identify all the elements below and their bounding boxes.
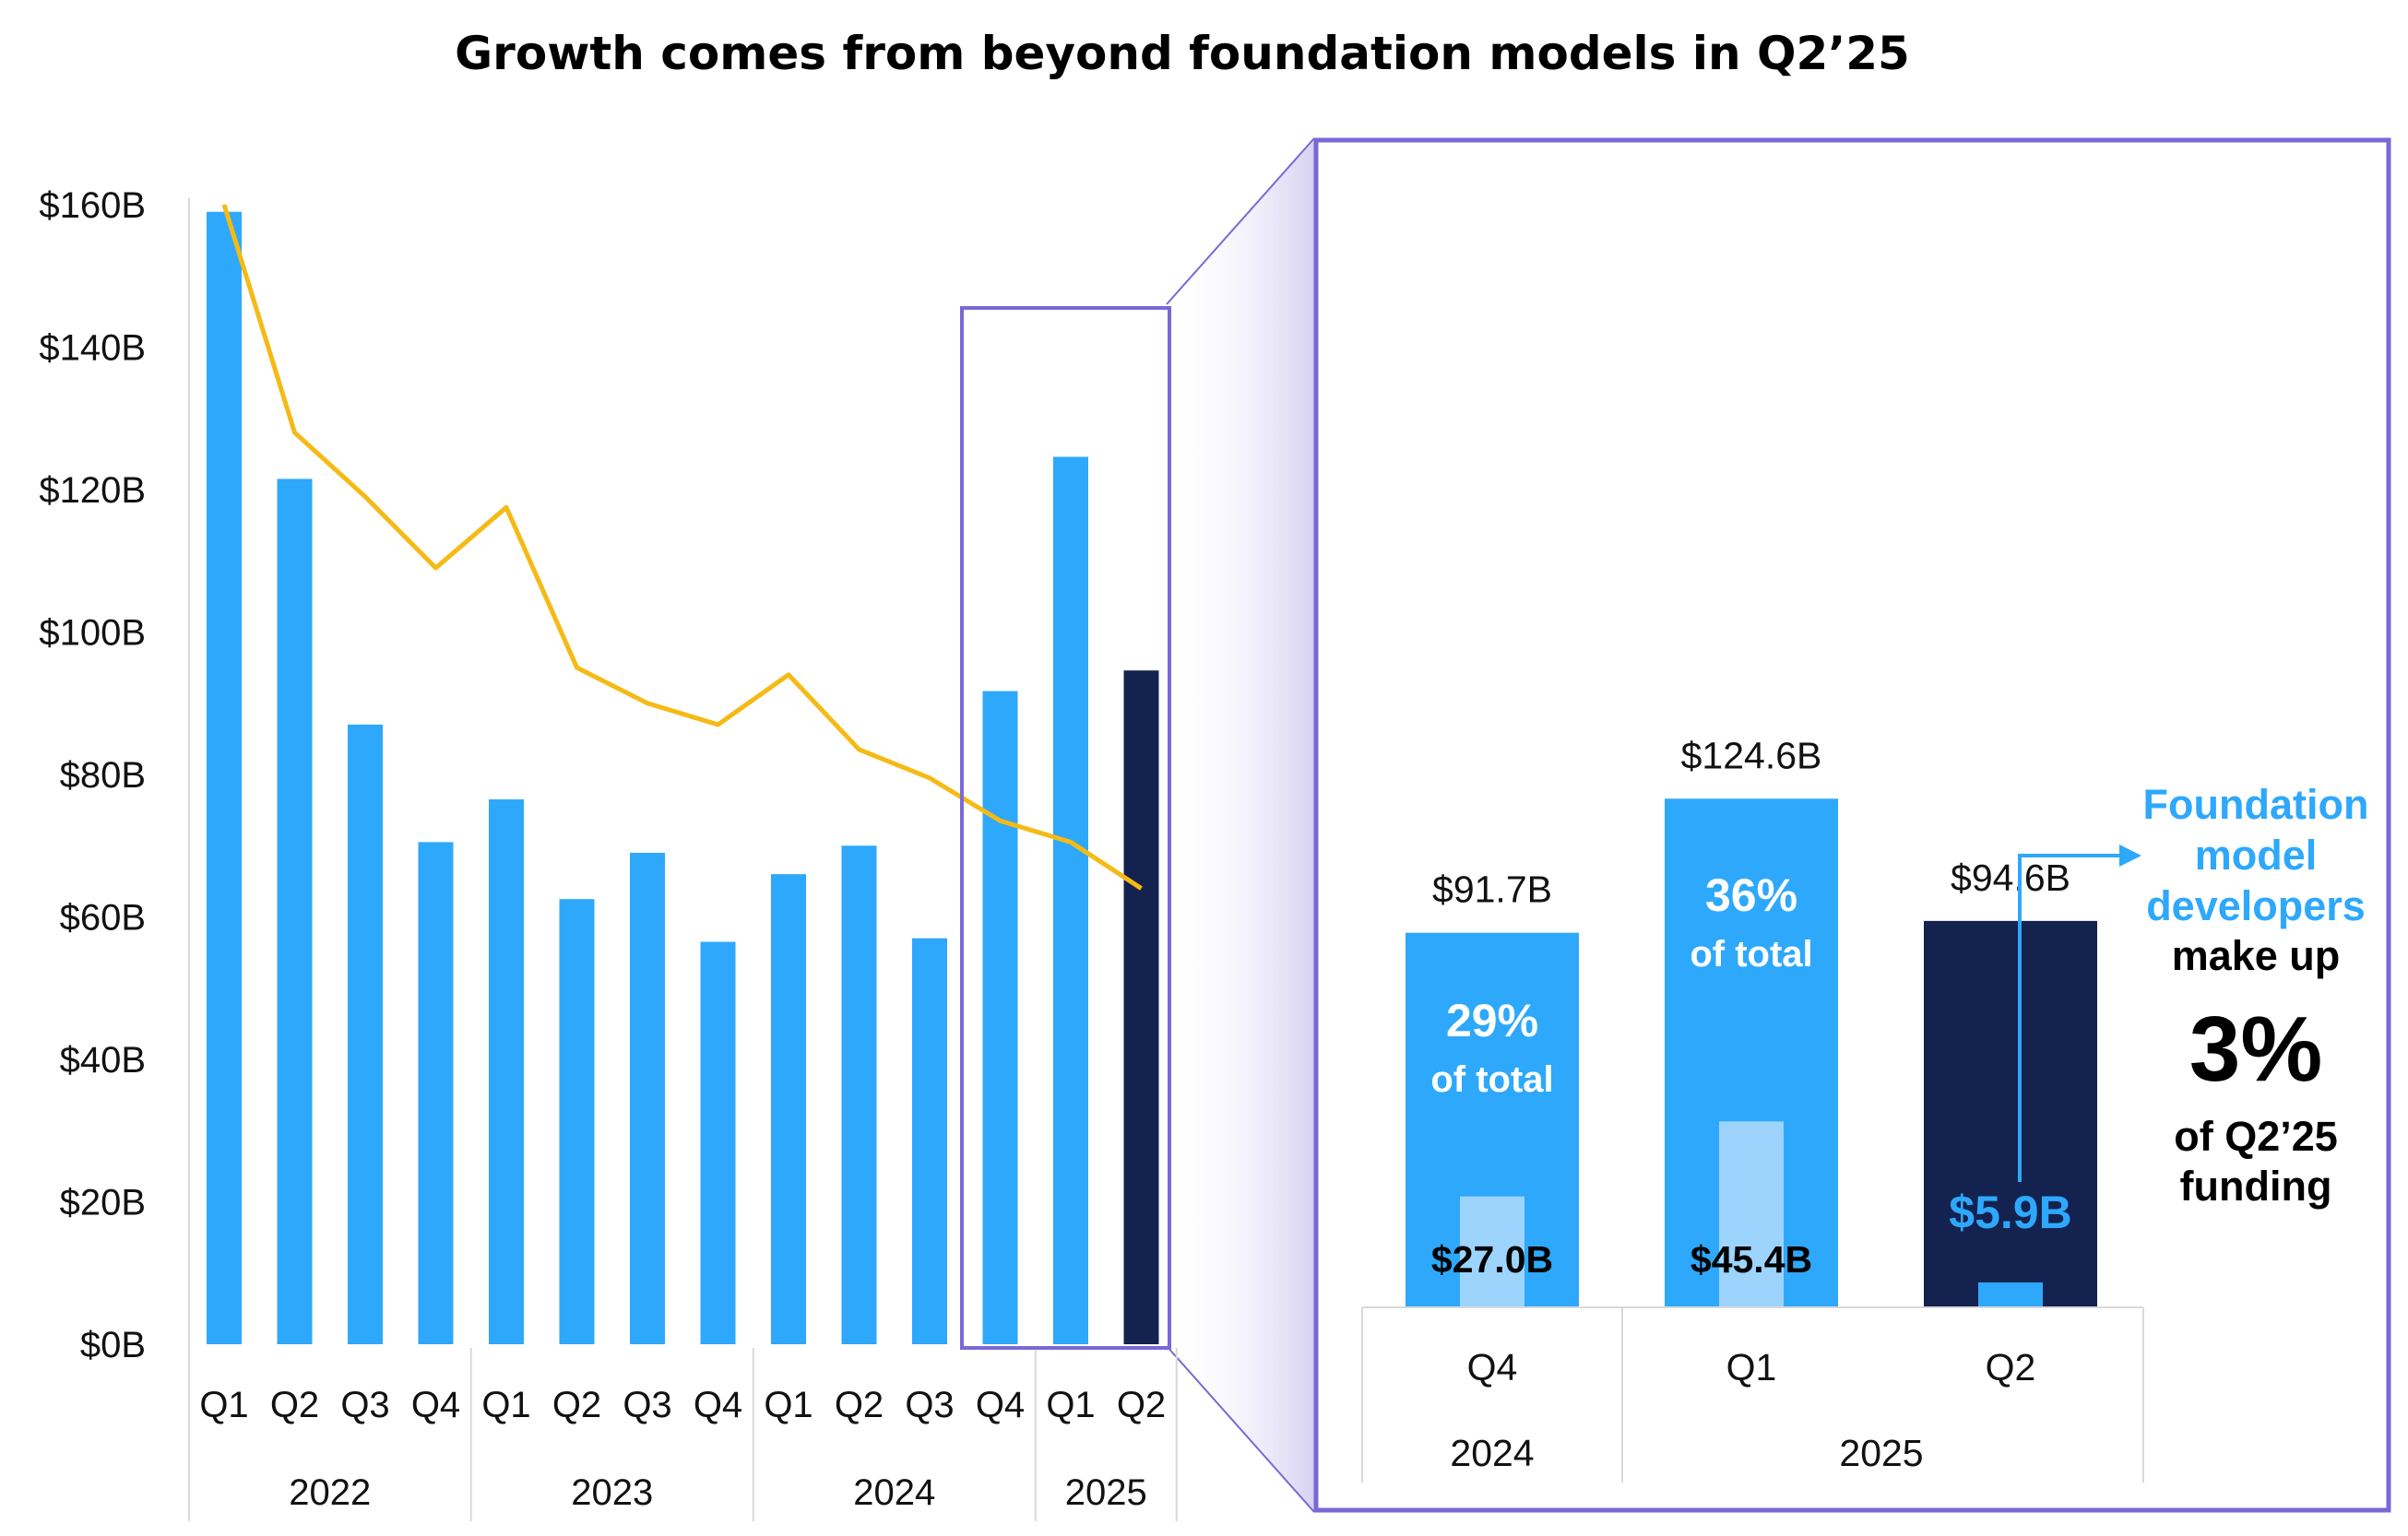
y-tick-label: $40B <box>60 1040 146 1081</box>
annotation-arrow-line <box>2018 854 2121 1182</box>
x-tick-label: Q2 <box>1986 1346 2036 1388</box>
x-tick-label: Q4 <box>694 1385 742 1425</box>
sub-bar <box>1978 1282 2043 1306</box>
year-label: 2024 <box>1450 1432 1534 1474</box>
x-tick-label: Q2 <box>835 1385 884 1425</box>
bar <box>207 211 242 1345</box>
total-label: $124.6B <box>1681 734 1822 776</box>
annotation-text: funding <box>2180 1163 2332 1210</box>
bar <box>700 941 736 1344</box>
chart-title: Growth comes from beyond foundation mode… <box>455 27 1910 80</box>
total-label: $91.7B <box>1432 868 1552 911</box>
y-tick-label: $140B <box>39 328 146 369</box>
bar <box>348 724 383 1344</box>
sub-label: $27.0B <box>1431 1238 1553 1281</box>
annotation-text: make up <box>2172 932 2341 979</box>
year-label: 2025 <box>1839 1432 1923 1474</box>
bar <box>277 479 313 1344</box>
x-tick-label: Q3 <box>623 1385 671 1425</box>
y-tick-label: $100B <box>39 613 146 654</box>
x-tick-label: Q3 <box>905 1385 954 1425</box>
bar <box>1123 670 1159 1344</box>
annotation-text: of Q2’25 <box>2174 1113 2338 1160</box>
share-text: of total <box>1430 1059 1553 1100</box>
year-label: 2022 <box>289 1472 371 1513</box>
y-tick-label: $80B <box>60 755 146 796</box>
x-tick-label: Q2 <box>1117 1385 1166 1425</box>
x-tick-label: Q3 <box>340 1385 389 1425</box>
bar <box>559 899 595 1344</box>
zoom-connector-bottom <box>1166 1345 1315 1513</box>
total-label: $94.6B <box>1951 857 2070 899</box>
bar <box>771 874 806 1344</box>
bar <box>418 842 454 1344</box>
zoom-connector-top <box>1166 137 1315 305</box>
x-tick-label: Q1 <box>481 1385 530 1425</box>
share-pct: 36% <box>1705 869 1797 921</box>
year-label: 2025 <box>1065 1472 1147 1513</box>
x-tick-label: Q4 <box>411 1385 460 1425</box>
sub-label: $5.9B <box>1949 1187 2071 1238</box>
x-tick-label: Q1 <box>1046 1385 1095 1425</box>
x-tick-label: Q4 <box>1467 1346 1518 1388</box>
x-tick-label: Q1 <box>764 1385 813 1425</box>
sub-label: $45.4B <box>1690 1238 1812 1281</box>
y-tick-label: $0B <box>80 1325 146 1365</box>
bar <box>982 691 1018 1344</box>
line-series <box>221 204 1143 891</box>
x-tick-label: Q1 <box>199 1385 248 1425</box>
sub-bar <box>1460 1196 1524 1306</box>
year-label: 2023 <box>571 1472 653 1513</box>
highlight-box <box>960 306 1171 1350</box>
share-pct: 29% <box>1446 995 1538 1046</box>
share-text: of total <box>1690 934 1812 975</box>
x-tick-label: Q2 <box>270 1385 319 1425</box>
y-tick-label: $20B <box>60 1183 146 1223</box>
x-tick-label: Q4 <box>976 1385 1025 1425</box>
annotation-big: 3% <box>2189 998 2323 1101</box>
zoom-connector <box>1167 138 1314 1512</box>
x-tick-label: Q1 <box>1726 1346 1777 1388</box>
y-tick-label: $120B <box>39 470 146 511</box>
bar <box>912 938 947 1344</box>
annotation-text: developers <box>2146 882 2366 929</box>
bar <box>489 799 524 1344</box>
y-tick-label: $160B <box>39 185 146 226</box>
y-tick-label: $60B <box>60 898 146 939</box>
total-bar <box>1924 920 2097 1306</box>
left-chart: $0B $20B $40B $60B $80B $100B $120B $140B $160B Q… <box>39 185 1178 1521</box>
x-tick-label: Q2 <box>552 1385 601 1425</box>
year-label: 2024 <box>853 1472 935 1513</box>
bar <box>841 845 877 1344</box>
sub-bar <box>1719 1121 1784 1306</box>
annotation-arrow-head <box>2119 845 2141 867</box>
bar <box>1053 456 1088 1345</box>
annotation-text: model <box>2195 832 2318 879</box>
bar <box>630 852 665 1344</box>
right-chart: $91.7B $124.6B $94.6B $27.0B $45.4B $5.9B 29% o… <box>1313 137 2391 1513</box>
annotation-text: Foundation <box>2143 781 2369 828</box>
